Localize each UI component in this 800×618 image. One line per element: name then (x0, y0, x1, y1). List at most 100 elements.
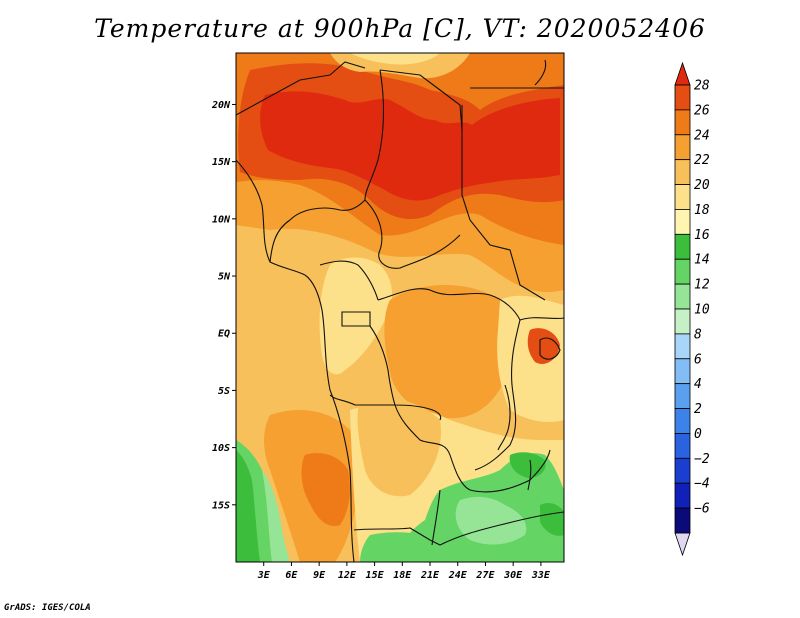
x-tick-label: 30E (503, 570, 523, 581)
field-west-coast (236, 278, 297, 348)
border-libya (379, 69, 463, 131)
colorbar-label: 24 (694, 128, 710, 143)
colorbar-label: 6 (694, 352, 702, 367)
border-cameroon (319, 260, 379, 301)
lake-malawi (527, 459, 532, 491)
lake-tanganyika (497, 384, 511, 451)
border-angola-coast (329, 394, 356, 406)
colorbar-label: 2 (694, 402, 702, 417)
border-angola-drc (355, 404, 471, 491)
colorbar-label: 12 (694, 278, 710, 293)
field-lake-victoria-hot (527, 328, 560, 365)
colorbar-swatch (674, 507, 691, 534)
colorbar-label: 28 (694, 79, 710, 94)
colorbar-swatch (674, 383, 691, 409)
x-tick-label: 21E (420, 570, 440, 581)
x-tick-label: 15E (366, 570, 385, 581)
colorbar-label: −6 (694, 502, 710, 517)
y-tick-label: 5N (218, 272, 231, 283)
field-zambia-orange (357, 398, 441, 497)
x-tick-label: 3E (257, 570, 271, 581)
x-axis: 3E 6E 9E 12E 15E 18E 21E 24E 27E 30E 33E (257, 562, 551, 581)
colorbar-label: 26 (694, 103, 710, 118)
field-northwest (236, 53, 300, 70)
border-zambia-east (469, 449, 551, 493)
border-congo-drc (369, 325, 442, 421)
field-north-cooler (350, 53, 440, 65)
border-north1 (236, 61, 366, 116)
colorbar-swatch (674, 84, 691, 111)
border-nigeria-north (289, 199, 366, 221)
field-botswana-green (360, 532, 443, 562)
border-chad-car (364, 199, 461, 269)
border-south (353, 511, 564, 546)
x-tick-label: 18E (393, 570, 412, 581)
x-tick-label: 9E (313, 570, 326, 581)
field-malawi-green (509, 452, 546, 478)
colorbar-label: 14 (694, 253, 710, 268)
border-uganda (519, 317, 564, 321)
field-deepred-sahel (260, 91, 560, 201)
colorbar-swatch (674, 109, 691, 136)
field-sw-lightgreen (262, 470, 290, 562)
colorbar-bottom-arrow (674, 532, 691, 557)
colorbar-swatch (674, 159, 691, 185)
y-tick-label: EQ (218, 329, 230, 340)
border-nile-delta (534, 59, 547, 86)
colorbar-label: −4 (694, 477, 710, 492)
colorbar-swatch (674, 209, 691, 235)
field-angola-darkorange (301, 453, 350, 526)
colorbar-label: 16 (694, 228, 710, 243)
colorbar-top-arrow (674, 61, 691, 86)
colorbar-label: 18 (694, 203, 710, 218)
colorbar-swatch (674, 233, 691, 260)
colorbar-swatch (674, 482, 691, 509)
grads-credit: GrADS: IGES/COLA (4, 603, 91, 613)
temperature-field (236, 53, 564, 562)
colorbar-swatch (674, 184, 691, 210)
lake-victoria (539, 337, 561, 360)
x-tick-label: 12E (338, 570, 357, 581)
colorbar-label: 22 (694, 153, 710, 168)
colorbar-label: 8 (694, 327, 702, 342)
border-central-coast (304, 274, 355, 562)
colorbar-label: 4 (694, 377, 702, 392)
border-nigeria-west (269, 219, 291, 263)
y-tick-label: 10S (212, 443, 230, 454)
y-tick-label: 15N (212, 157, 231, 168)
field-congo-orange (384, 285, 516, 419)
field-east-yellow (497, 295, 564, 422)
colorbar-swatch (674, 408, 691, 434)
colorbar-swatch (674, 358, 691, 385)
border-drc-east (474, 319, 521, 471)
border-niger-chad (364, 69, 385, 201)
x-tick-label: 27E (475, 570, 495, 581)
colorbar-swatch (674, 433, 691, 459)
y-tick-label: 20N (211, 100, 231, 111)
colorbar-swatch (674, 258, 691, 285)
field-east-green (540, 502, 564, 536)
border-car-drc (377, 288, 521, 321)
chart-title: Temperature at 900hPa [C], VT: 202005240… (94, 14, 706, 43)
y-tick-label: 5S (218, 386, 230, 397)
y-axis: 20N 15N 10N 5N EQ 5S 10S 15S (211, 100, 236, 511)
colorbar-label: 20 (694, 178, 710, 193)
colorbar-label: 0 (694, 427, 702, 442)
colorbar-swatch (674, 134, 691, 161)
y-tick-label: 10N (212, 214, 231, 225)
colorbar-label: −2 (694, 452, 710, 467)
x-tick-label: 24E (448, 570, 468, 581)
border-west-coast (236, 159, 306, 276)
colorbar-swatch (674, 283, 691, 310)
plot-frame (235, 52, 565, 563)
border-zambia-botswana (431, 489, 441, 546)
border-sudan (461, 105, 546, 301)
country-borders (236, 59, 564, 562)
field-cameroon-yellow (319, 257, 392, 375)
colorbar-swatch (674, 333, 691, 360)
x-tick-label: 33E (531, 570, 551, 581)
field-sw-darkgreen (236, 450, 260, 562)
x-tick-label: 6E (285, 570, 298, 581)
